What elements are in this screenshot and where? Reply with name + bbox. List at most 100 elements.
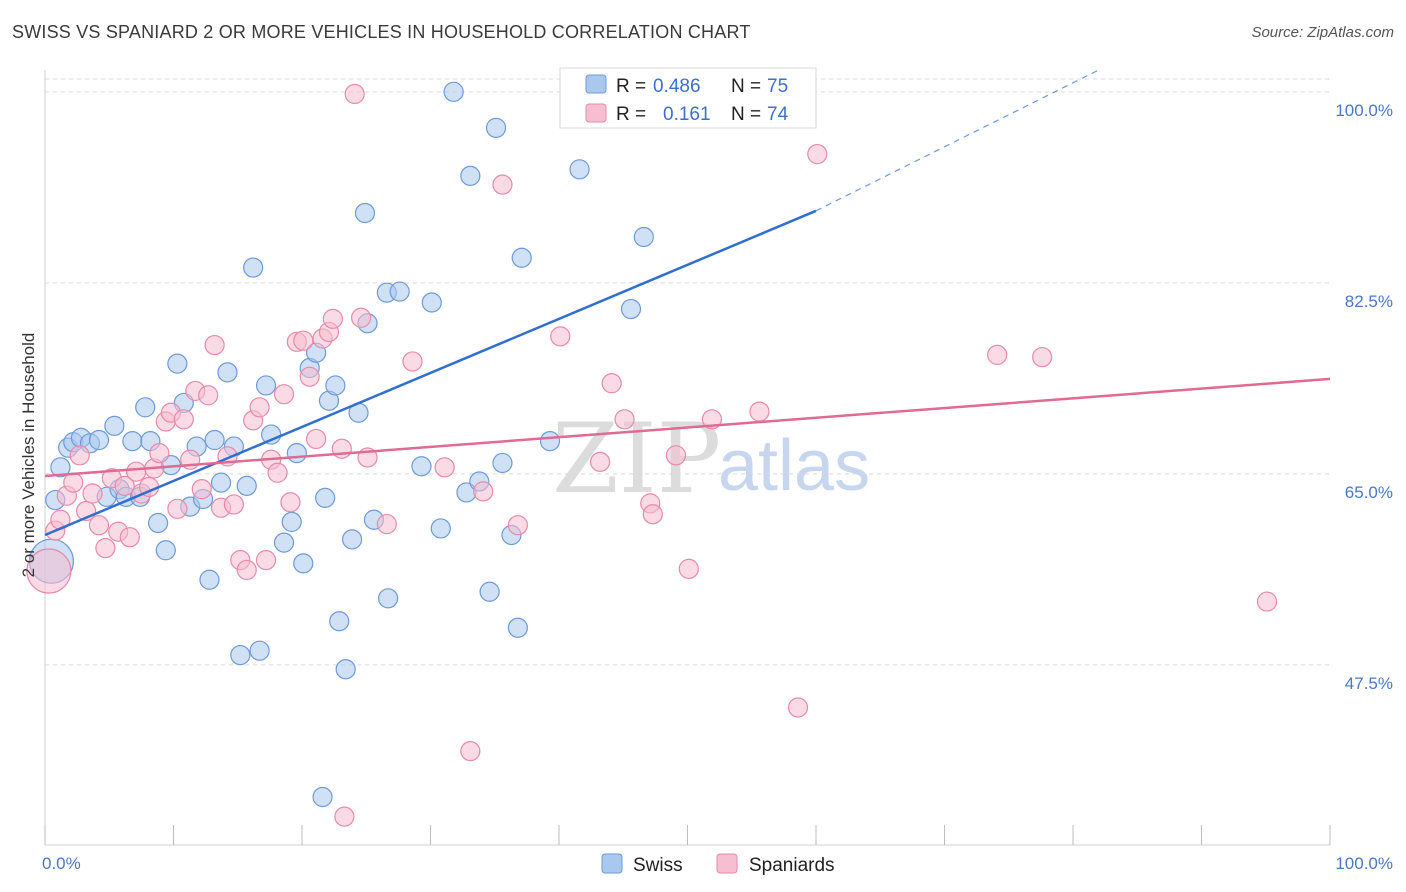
watermark-atlas: atlas: [718, 426, 870, 506]
legend-bottom-swiss: Swiss: [633, 855, 683, 876]
data-point: [342, 529, 363, 550]
data-point: [293, 553, 314, 574]
data-point: [167, 498, 188, 519]
data-point: [273, 384, 295, 405]
x-tick-label-end: 100.0%: [1335, 854, 1393, 873]
axes: [44, 70, 1331, 846]
legend-bottom-spaniards: Spaniards: [749, 855, 835, 876]
data-point: [280, 492, 301, 513]
data-point: [351, 307, 372, 328]
data-point: [286, 443, 307, 464]
data-point: [402, 351, 423, 372]
source-label: Source: ZipAtlas.com: [1251, 24, 1394, 41]
data-point: [749, 401, 770, 422]
trend-line-swiss: [44, 209, 817, 537]
data-point: [434, 457, 455, 478]
legend-bottom-swatch-swiss: [601, 853, 623, 874]
data-point: [315, 487, 336, 508]
data-point: [236, 559, 257, 581]
data-point: [255, 550, 277, 571]
data-point: [329, 611, 350, 632]
data-point: [492, 452, 513, 474]
data-point: [335, 659, 356, 680]
data-point: [95, 537, 116, 559]
data-point: [322, 308, 343, 329]
data-point: [473, 481, 494, 502]
tick-labels: 100.0% 82.5% 65.0% 47.5%: [1335, 101, 1393, 693]
legend-swiss-n-value: 75: [767, 76, 788, 97]
data-point: [210, 472, 232, 493]
data-point: [198, 385, 219, 406]
data-point: [149, 443, 170, 464]
data-point: [306, 428, 327, 450]
y-axis-label: 2 or more Vehicles in Household: [19, 333, 38, 578]
legend-swiss-r-value: 0.486: [653, 76, 701, 97]
data-point: [1256, 591, 1278, 612]
data-point: [421, 292, 442, 313]
data-point: [377, 588, 399, 609]
legend-spaniards-r-label: R =: [616, 104, 646, 125]
data-point: [267, 462, 288, 483]
data-point: [507, 617, 528, 638]
y-tick-label: 100.0%: [1335, 101, 1393, 120]
data-point: [191, 479, 212, 500]
legend-spaniards-n-value: 74: [767, 104, 789, 125]
data-point: [601, 373, 622, 394]
data-point: [223, 494, 244, 515]
data-point: [281, 511, 302, 533]
data-point: [550, 326, 571, 347]
data-point: [443, 81, 464, 102]
data-point: [460, 165, 481, 186]
data-point: [614, 409, 635, 430]
data-point: [665, 445, 687, 466]
x-tick-label-start: 0.0%: [42, 854, 81, 873]
data-point: [104, 415, 125, 436]
legend-top: R = 0.486 N = 75 R = 0.161 N = 74: [559, 67, 817, 129]
legend-spaniards-n-label: N =: [731, 104, 761, 125]
data-point: [807, 143, 828, 165]
data-point: [376, 513, 397, 535]
data-point: [590, 451, 611, 472]
data-point: [167, 353, 188, 374]
watermark-zip: ZIP: [552, 403, 721, 515]
y-tick-label: 47.5%: [1345, 674, 1393, 693]
data-point: [678, 558, 699, 579]
y-tick-label: 82.5%: [1345, 292, 1393, 311]
data-point: [147, 512, 169, 534]
data-point: [26, 548, 72, 594]
legend-bottom: Swiss Spaniards: [601, 853, 835, 876]
legend-swatch-swiss: [585, 74, 607, 94]
data-point: [114, 475, 135, 496]
spaniards-points: [26, 83, 1278, 827]
data-point: [155, 540, 176, 561]
data-point: [243, 257, 264, 278]
data-point: [204, 334, 225, 356]
data-point: [135, 397, 156, 418]
data-point: [331, 438, 352, 459]
data-point: [119, 527, 140, 548]
data-point: [249, 640, 270, 661]
data-point: [312, 786, 333, 808]
data-point: [1032, 346, 1053, 368]
data-point: [344, 83, 365, 105]
data-point: [787, 697, 809, 718]
data-point: [569, 159, 590, 180]
data-point: [293, 330, 314, 351]
data-point: [325, 375, 346, 396]
data-point: [479, 581, 500, 602]
data-point: [507, 515, 528, 536]
data-point: [642, 504, 663, 525]
legend-swatch-spaniards: [585, 103, 607, 123]
data-point: [299, 366, 320, 387]
data-point: [492, 174, 513, 195]
legend-swiss-n-label: N =: [731, 76, 761, 97]
legend-swiss-r-label: R =: [616, 76, 646, 97]
data-point: [204, 429, 225, 451]
data-point: [88, 515, 110, 536]
data-point: [236, 475, 257, 496]
data-point: [354, 202, 376, 224]
data-point: [217, 362, 238, 383]
data-point: [430, 518, 451, 539]
data-point: [249, 397, 270, 418]
